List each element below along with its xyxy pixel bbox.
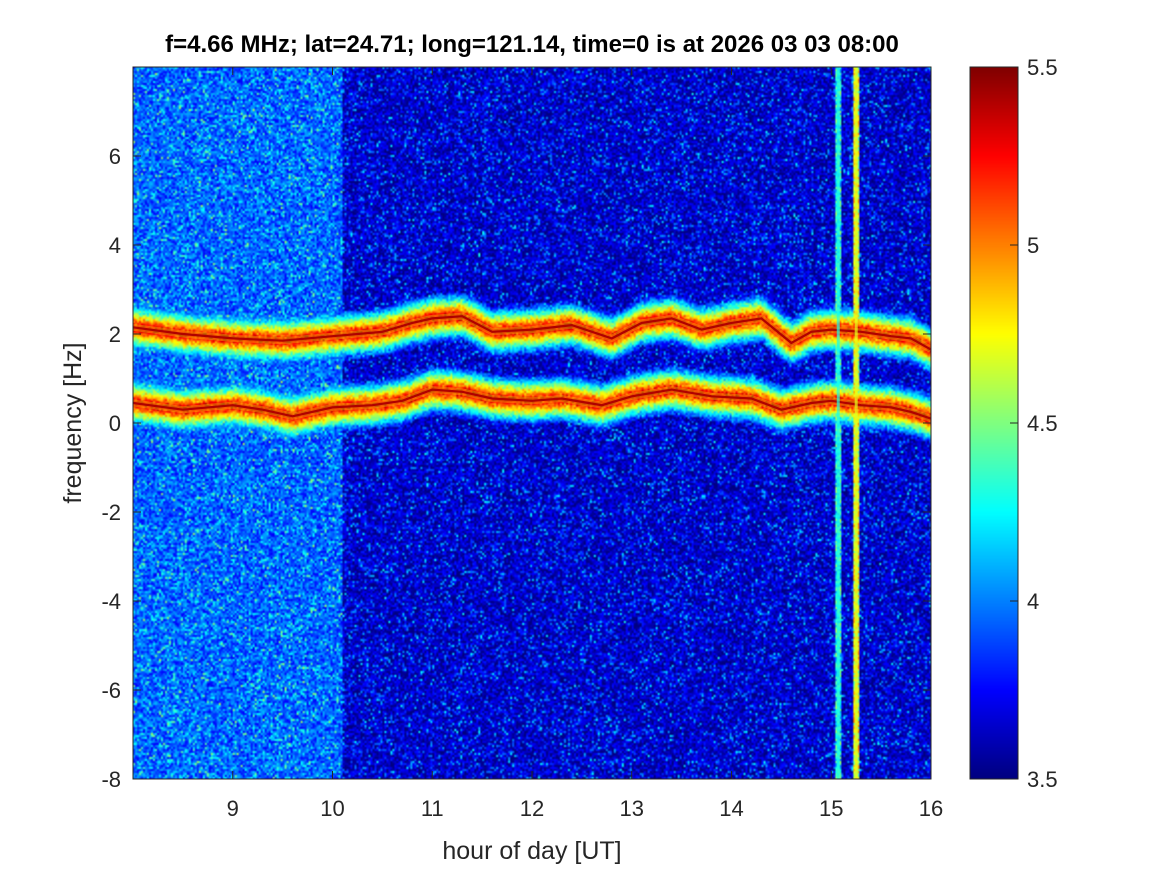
x-tick-label: 13 xyxy=(620,796,644,821)
y-tick-label: -6 xyxy=(101,678,121,703)
y-tick-label: -4 xyxy=(101,589,121,614)
y-tick-label: -2 xyxy=(101,500,121,525)
trace-layer xyxy=(133,67,931,779)
x-axis-label: hour of day [UT] xyxy=(442,837,621,865)
x-tick-label: 11 xyxy=(421,796,444,821)
spectrogram-heatmap xyxy=(133,67,931,779)
x-tick-label: 14 xyxy=(719,796,743,821)
colorbar-tick-label: 4.5 xyxy=(1027,411,1058,436)
colorbar-tick-label: 5 xyxy=(1027,233,1039,258)
y-axis-label: frequency [Hz] xyxy=(59,342,87,503)
chart-title: f=4.66 MHz; lat=24.71; long=121.14, time… xyxy=(165,31,899,58)
colorbar-ticks: 3.5 4 4.5 5 5.5 xyxy=(1010,55,1058,792)
colorbar-tick-label: 3.5 xyxy=(1027,767,1058,792)
plot-area xyxy=(132,66,932,780)
colorbar: 3.5 4 4.5 5 5.5 xyxy=(969,55,1058,792)
x-tick-label: 9 xyxy=(227,796,239,821)
x-tick-label: 10 xyxy=(320,796,344,821)
trace-line-2 xyxy=(133,388,931,420)
x-tick-label: 16 xyxy=(919,796,943,821)
y-tick-label: -8 xyxy=(101,767,121,792)
x-tick-label: 12 xyxy=(520,796,544,821)
x-axis-ticks: 9 10 11 12 13 14 15 16 xyxy=(227,67,943,821)
y-tick-label: 4 xyxy=(109,233,121,258)
y-tick-label: 6 xyxy=(109,144,121,169)
x-tick-label: 15 xyxy=(819,796,843,821)
colorbar-tick-label: 5.5 xyxy=(1027,55,1058,80)
colorbar-tick-label: 4 xyxy=(1027,589,1039,614)
y-tick-label: 2 xyxy=(109,322,121,347)
trace-line-1 xyxy=(133,315,931,351)
y-axis-ticks: -8 -6 -4 -2 0 2 4 6 xyxy=(101,144,931,792)
y-tick-label: 0 xyxy=(109,411,121,436)
